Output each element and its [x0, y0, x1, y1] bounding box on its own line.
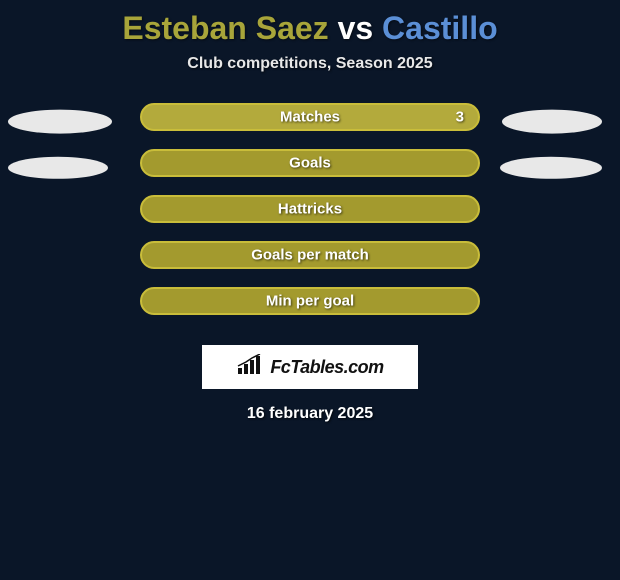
- stat-bar: Matches3: [140, 103, 480, 131]
- player1-marker: [8, 110, 112, 134]
- stat-rows: Matches3 Goals Hattricks Goals per match Min…: [0, 101, 620, 331]
- logo-box: FcTables.com: [202, 345, 418, 389]
- stat-bar: Goals per match: [140, 241, 480, 269]
- stat-label: Goals: [142, 155, 478, 172]
- stat-row: Goals per match: [0, 239, 620, 285]
- stat-bar: Hattricks: [140, 195, 480, 223]
- stat-bar: Min per goal: [140, 287, 480, 315]
- player2-name: Castillo: [382, 10, 498, 46]
- player2-marker: [502, 110, 602, 134]
- stat-label: Min per goal: [142, 293, 478, 310]
- player1-marker: [8, 157, 108, 179]
- stat-value-right: 3: [456, 109, 464, 126]
- logo-text: FcTables.com: [270, 357, 383, 378]
- stat-label: Hattricks: [142, 201, 478, 218]
- player1-name: Esteban Saez: [122, 10, 328, 46]
- player2-marker: [500, 157, 602, 179]
- stat-label: Goals per match: [142, 247, 478, 264]
- stat-label: Matches: [142, 109, 478, 126]
- stat-row: Matches3: [0, 101, 620, 147]
- bar-chart-icon: [236, 354, 264, 381]
- subtitle: Club competitions, Season 2025: [0, 55, 620, 73]
- stat-row: Goals: [0, 147, 620, 193]
- date-text: 16 february 2025: [0, 405, 620, 423]
- stat-row: Hattricks: [0, 193, 620, 239]
- comparison-title: Esteban Saez vs Castillo: [0, 0, 620, 47]
- vs-text: vs: [338, 10, 374, 46]
- stat-row: Min per goal: [0, 285, 620, 331]
- stat-bar: Goals: [140, 149, 480, 177]
